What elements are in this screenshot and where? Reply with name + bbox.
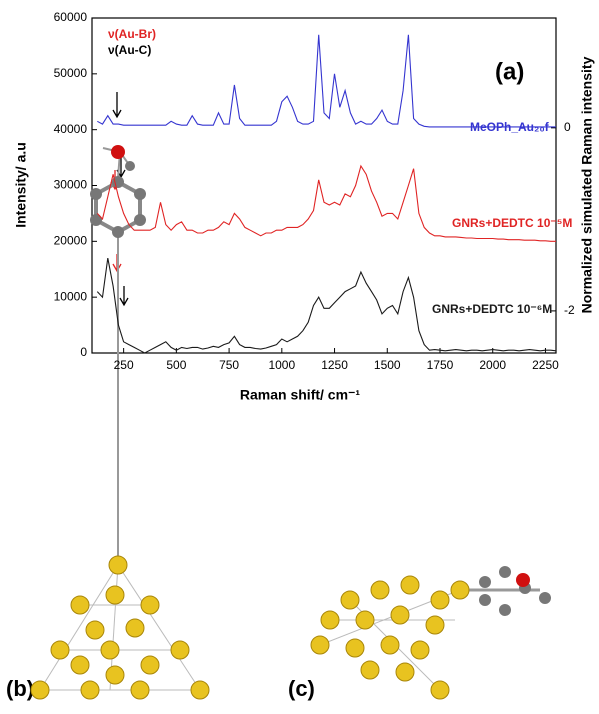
y2-tick-label: 0 bbox=[564, 120, 571, 134]
panel-label: (a) bbox=[495, 58, 524, 85]
y-tick-label: 40000 bbox=[54, 122, 88, 136]
y-tick-label: 0 bbox=[80, 345, 87, 359]
x-tick-label: 2250 bbox=[532, 358, 559, 372]
series-label: GNRs+DEDTC 10⁻⁶M bbox=[432, 302, 552, 316]
figure: Raman shift/ cm⁻¹ Intensity/ a.u Normali… bbox=[0, 0, 599, 709]
x-tick-label: 1500 bbox=[374, 358, 401, 372]
x-tick-label: 250 bbox=[114, 358, 134, 372]
y2-tick-label: -2 bbox=[564, 303, 575, 317]
y-tick-label: 20000 bbox=[54, 234, 88, 248]
molecule-b bbox=[31, 145, 209, 699]
series-line bbox=[97, 35, 556, 127]
panel-label: (c) bbox=[288, 676, 315, 701]
x-tick-label: 750 bbox=[219, 358, 239, 372]
annotation: ν(Au-C) bbox=[108, 43, 151, 57]
y-tick-label: 10000 bbox=[54, 289, 88, 303]
panel-label: (b) bbox=[6, 676, 34, 701]
x-tick-label: 1000 bbox=[268, 358, 295, 372]
series-label: MeOPh_Au₂₀f bbox=[470, 120, 550, 134]
x-tick-label: 1250 bbox=[321, 358, 348, 372]
series-label: GNRs+DEDTC 10⁻⁵M bbox=[452, 216, 572, 230]
y-tick-label: 30000 bbox=[54, 178, 88, 192]
x-tick-label: 1750 bbox=[427, 358, 454, 372]
x-axis-label: Raman shift/ cm⁻¹ bbox=[240, 387, 361, 403]
x-tick-label: 500 bbox=[166, 358, 186, 372]
x-tick-label: 2000 bbox=[479, 358, 506, 372]
y-tick-label: 60000 bbox=[54, 10, 88, 24]
y-tick-label: 50000 bbox=[54, 66, 88, 80]
annotation: ν(Au-Br) bbox=[108, 27, 156, 41]
y-axis-label: Intensity/ a.u bbox=[13, 142, 29, 228]
y2-axis-label: Normalized simulated Raman intensity bbox=[579, 56, 595, 313]
molecule-c bbox=[311, 566, 551, 699]
